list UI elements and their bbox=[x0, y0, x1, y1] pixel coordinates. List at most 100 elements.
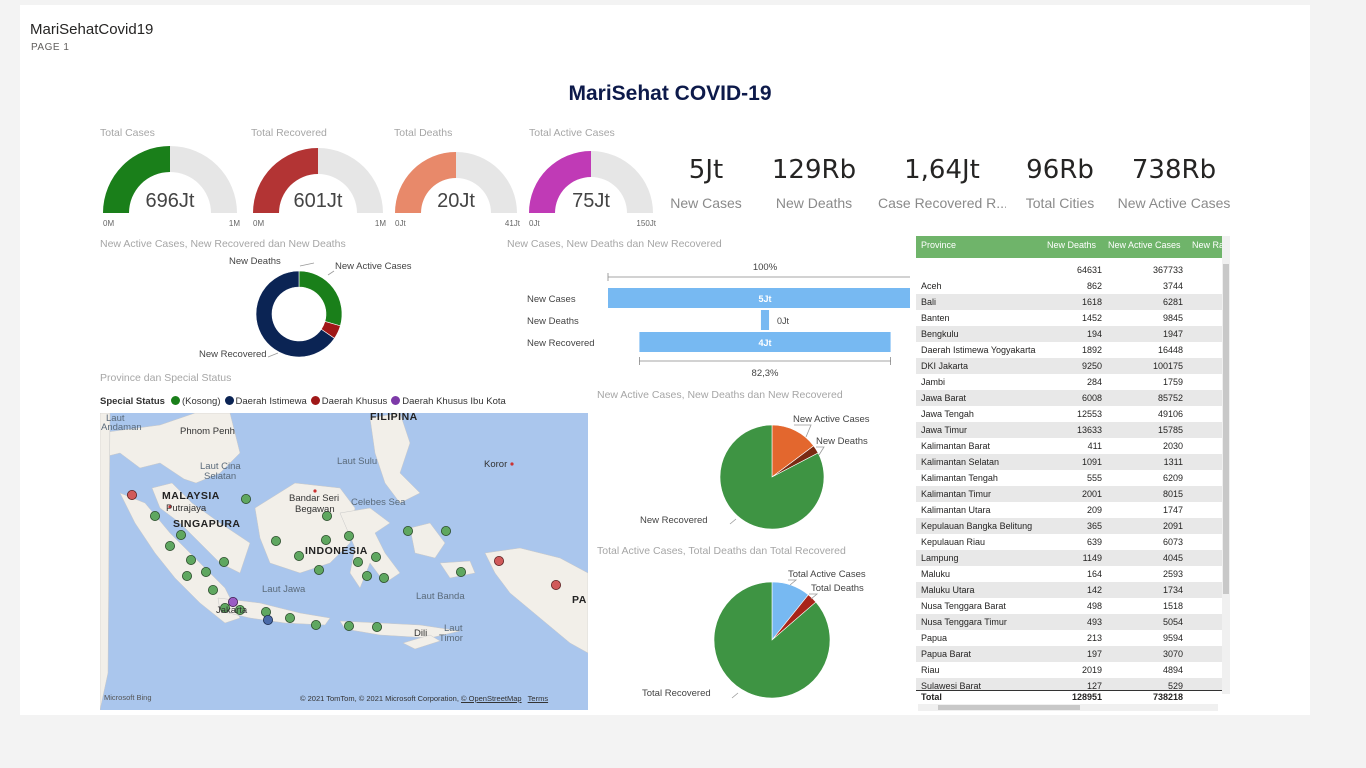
pie1-slice-active[interactable] bbox=[771, 424, 815, 478]
map-point-daerah-istimewa[interactable] bbox=[262, 614, 273, 625]
table-row[interactable]: Papua 213 9594 bbox=[916, 630, 1222, 646]
funnel-bar[interactable] bbox=[760, 310, 770, 330]
map-point-kosong[interactable] bbox=[313, 564, 324, 575]
table-row[interactable]: Riau 2019 4894 bbox=[916, 662, 1222, 678]
map-point-kosong[interactable] bbox=[455, 566, 466, 577]
map-point-kosong[interactable] bbox=[220, 602, 231, 613]
donut-slice-recovered[interactable] bbox=[255, 270, 335, 358]
col-header-new-deaths[interactable]: New Deaths bbox=[1047, 240, 1097, 250]
kpi-card[interactable]: 5Jt New Cases bbox=[642, 155, 770, 215]
table-row[interactable]: Kalimantan Barat 411 2030 bbox=[916, 438, 1222, 454]
table-row[interactable]: 64631 367733 bbox=[916, 262, 1222, 278]
table-row[interactable]: Banten 1452 9845 bbox=[916, 310, 1222, 326]
gauge-arc[interactable] bbox=[100, 143, 240, 218]
map-point-daerah-khusus[interactable] bbox=[550, 579, 561, 590]
map-point-kosong[interactable] bbox=[293, 550, 304, 561]
map-point-kosong[interactable] bbox=[176, 530, 187, 541]
map-point-dki[interactable] bbox=[227, 596, 238, 607]
legend-marker[interactable] bbox=[224, 396, 234, 405]
table-horizontal-scrollbar[interactable] bbox=[918, 704, 1218, 711]
table-row[interactable]: Kalimantan Selatan 1091 1311 bbox=[916, 454, 1222, 470]
gauge-arc[interactable] bbox=[250, 143, 386, 218]
legend-label[interactable]: Daerah Khusus bbox=[321, 396, 388, 407]
terms-link[interactable]: Terms bbox=[527, 694, 549, 703]
table-row[interactable]: Bengkulu 194 1947 bbox=[916, 326, 1222, 342]
map-point-kosong[interactable] bbox=[370, 551, 381, 562]
map-point-kosong[interactable] bbox=[234, 604, 245, 615]
map-point-kosong[interactable] bbox=[150, 511, 161, 522]
kpi-card[interactable]: 96Rb Total Cities bbox=[996, 155, 1124, 215]
map-point-kosong[interactable] bbox=[402, 526, 413, 537]
table-row[interactable]: DKI Jakarta 9250 100175 bbox=[916, 358, 1222, 374]
map-point-kosong[interactable] bbox=[378, 572, 389, 583]
map-point-kosong[interactable] bbox=[361, 570, 372, 581]
donut-slice-active[interactable] bbox=[298, 270, 343, 327]
pie1-chart[interactable] bbox=[610, 403, 910, 533]
map-point-kosong[interactable] bbox=[352, 556, 363, 567]
table-row[interactable]: Jawa Tengah 12553 49106 bbox=[916, 406, 1222, 422]
legend-label[interactable]: Daerah Khusus Ibu Kota bbox=[402, 396, 506, 407]
table-vertical-scrollbar[interactable] bbox=[1222, 236, 1230, 694]
col-header-new-active[interactable]: New Active Cases bbox=[1108, 240, 1181, 250]
table-row[interactable]: Kepulauan Bangka Belitung 365 2091 bbox=[916, 518, 1222, 534]
map-point-kosong[interactable] bbox=[165, 540, 176, 551]
map-point-kosong[interactable] bbox=[182, 570, 193, 581]
scroll-thumb-vertical[interactable] bbox=[1223, 264, 1229, 594]
table-row[interactable]: Jawa Timur 13633 15785 bbox=[916, 422, 1222, 438]
table-row[interactable]: Kalimantan Tengah 555 6209 bbox=[916, 470, 1222, 486]
map-point-kosong[interactable] bbox=[371, 621, 382, 632]
kpi-card[interactable]: 1,64Jt Case Recovered R... bbox=[878, 155, 1006, 215]
legend-label[interactable]: Daerah Istimewa bbox=[235, 396, 307, 407]
gauge-arc[interactable] bbox=[392, 143, 520, 218]
funnel-chart[interactable]: 100% New Cases 5Jt New Deaths 0Jt New Recover… bbox=[500, 253, 910, 378]
map-point-kosong[interactable] bbox=[320, 535, 331, 546]
page-label[interactable]: PAGE 1 bbox=[31, 42, 70, 53]
map-point-kosong[interactable] bbox=[208, 584, 219, 595]
scroll-thumb-horizontal[interactable] bbox=[938, 705, 1080, 710]
map-point-kosong[interactable] bbox=[240, 494, 251, 505]
table-row[interactable]: Kalimantan Utara 209 1747 bbox=[916, 502, 1222, 518]
table-row[interactable]: Jambi 284 1759 bbox=[916, 374, 1222, 390]
map-point-kosong[interactable] bbox=[440, 526, 451, 537]
legend-marker[interactable] bbox=[310, 396, 320, 405]
map-visual[interactable]: Laut Andaman Phnom Penh FILIPINA Laut Ci… bbox=[100, 413, 588, 710]
map-point-kosong[interactable] bbox=[321, 511, 332, 522]
pie1-slice-recovered[interactable] bbox=[719, 424, 825, 530]
col-header-province[interactable]: Province bbox=[921, 240, 957, 250]
table-row[interactable]: Lampung 1149 4045 bbox=[916, 550, 1222, 566]
kpi-card[interactable]: 738Rb New Active Cases bbox=[1110, 155, 1238, 215]
kpi-card[interactable]: 129Rb New Deaths bbox=[750, 155, 878, 215]
pie2-chart[interactable] bbox=[610, 561, 910, 711]
funnel-bar[interactable] bbox=[639, 332, 891, 352]
map-point-kosong[interactable] bbox=[310, 619, 321, 630]
map-point-kosong[interactable] bbox=[343, 620, 354, 631]
table-row[interactable]: Maluku Utara 142 1734 bbox=[916, 582, 1222, 598]
map-point-kosong[interactable] bbox=[219, 556, 230, 567]
map-point-kosong[interactable] bbox=[270, 536, 281, 547]
table-row[interactable]: Bali 1618 6281 bbox=[916, 294, 1222, 310]
map-point-kosong[interactable] bbox=[343, 531, 354, 542]
funnel-bar[interactable] bbox=[608, 288, 910, 308]
table-row[interactable]: Maluku 164 2593 bbox=[916, 566, 1222, 582]
table-row[interactable]: Kalimantan Timur 2001 8015 bbox=[916, 486, 1222, 502]
table-row[interactable]: Nusa Tenggara Timur 493 5054 bbox=[916, 614, 1222, 630]
table-row[interactable]: Nusa Tenggara Barat 498 1518 bbox=[916, 598, 1222, 614]
map-point-kosong[interactable] bbox=[284, 612, 295, 623]
table-row[interactable]: Aceh 862 3744 bbox=[916, 278, 1222, 294]
legend-marker[interactable] bbox=[170, 396, 180, 405]
legend-label[interactable]: (Kosong) bbox=[181, 396, 221, 407]
table-row[interactable]: Kepulauan Riau 639 6073 bbox=[916, 534, 1222, 550]
gauge-arc[interactable] bbox=[526, 143, 656, 218]
col-header-new-ra[interactable]: New Ra bbox=[1192, 240, 1225, 250]
table-row[interactable]: Jawa Barat 6008 85752 bbox=[916, 390, 1222, 406]
map-point-daerah-khusus[interactable] bbox=[126, 490, 137, 501]
table-row[interactable]: Papua Barat 197 3070 bbox=[916, 646, 1222, 662]
osm-link[interactable]: © OpenStreetMap bbox=[461, 694, 522, 703]
province-table[interactable]: Province New Deaths New Active Cases New… bbox=[916, 236, 1230, 711]
map-point-kosong[interactable] bbox=[201, 566, 212, 577]
donut-chart[interactable] bbox=[100, 253, 480, 368]
map-point-kosong[interactable] bbox=[186, 554, 197, 565]
table-row[interactable]: Daerah Istimewa Yogyakarta 1892 16448 bbox=[916, 342, 1222, 358]
map-point-daerah-khusus[interactable] bbox=[493, 555, 504, 566]
legend-marker[interactable] bbox=[391, 396, 401, 405]
